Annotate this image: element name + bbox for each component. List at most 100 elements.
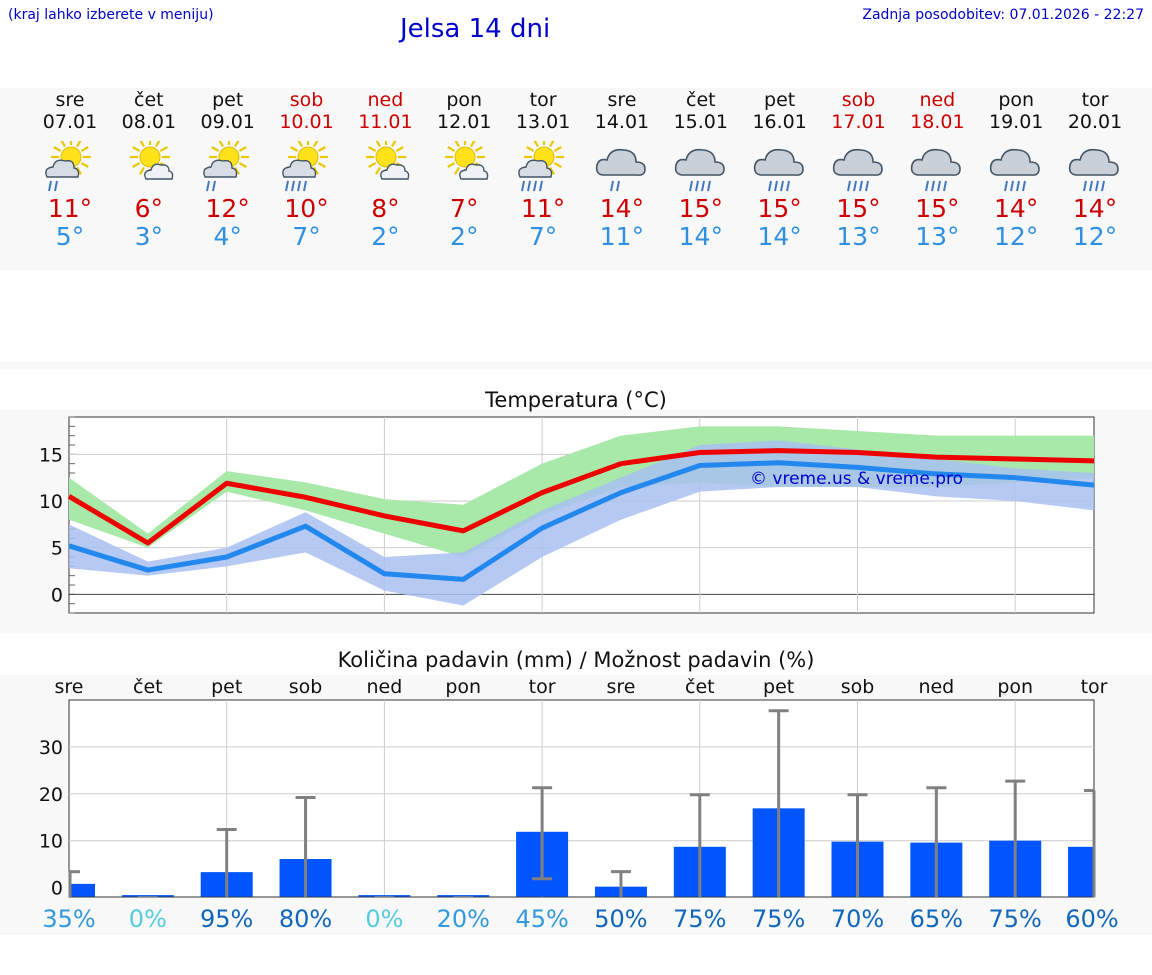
precip-chart-title: Količina padavin (mm) / Možnost padavin … <box>337 648 815 672</box>
max-temp: 7° <box>450 194 479 223</box>
watermark: © vreme.us & vreme.pro <box>750 469 963 489</box>
min-temp: 14° <box>757 222 802 251</box>
precip-bar <box>358 895 411 897</box>
max-temp: 14° <box>994 194 1039 223</box>
day-column: sob 17.01 15° 13° <box>819 88 899 251</box>
x-category-label: tor <box>529 676 556 698</box>
min-temp: 13° <box>915 222 960 251</box>
day-column: tor 20.01 14° 12° <box>1055 88 1135 251</box>
location-menu-hint[interactable]: (kraj lahko izberete v meniju) <box>8 7 214 23</box>
cloud-rain-icon <box>595 148 646 192</box>
day-column: pon 12.01 7° 2° <box>424 88 504 251</box>
day-date: 19.01 <box>988 111 1044 133</box>
precip-probability: 0% <box>365 905 403 933</box>
min-temp: 11° <box>599 222 645 251</box>
last-updated: Zadnja posodobitev: 07.01.2026 - 22:27 <box>862 7 1144 23</box>
day-date: 09.01 <box>200 111 255 133</box>
day-date: 18.01 <box>910 111 965 133</box>
precipitation-chart: 0 10 20 30 sre čet pet sob ned pon tor sre čet pet sob… <box>39 676 1119 933</box>
day-name: pon <box>998 89 1035 111</box>
precip-probability: 50% <box>594 905 647 933</box>
x-category-label: ned <box>367 676 403 698</box>
precip-probability: 35% <box>42 905 95 933</box>
day-name: sre <box>55 89 85 111</box>
day-date: 11.01 <box>358 111 413 133</box>
cloud-heavy-rain-icon <box>911 148 962 192</box>
day-date: 12.01 <box>437 111 492 133</box>
day-name: sob <box>289 89 324 111</box>
max-temp: 14° <box>1072 194 1118 223</box>
max-temp: 12° <box>205 194 250 223</box>
day-name: sre <box>607 89 637 111</box>
day-column: sre 07.01 11° 5° <box>30 88 110 251</box>
y-tick-label: 30 <box>39 737 63 759</box>
x-category-label: sob <box>289 676 323 698</box>
day-column: sre 14.01 14° 11° <box>582 88 662 251</box>
day-name: pet <box>212 89 244 111</box>
day-column: pon 19.01 14° 12° <box>976 88 1056 251</box>
x-category-label: pon <box>445 676 481 698</box>
x-category-label: pon <box>997 676 1033 698</box>
day-name: tor <box>1081 89 1109 111</box>
sun-cloud-icon <box>129 141 174 180</box>
min-temp: 14° <box>678 222 723 251</box>
page-title: Jelsa 14 dni <box>400 14 551 44</box>
x-category-label: pet <box>763 676 794 698</box>
x-category-label: ned <box>918 676 954 698</box>
precip-probability: 75% <box>989 905 1042 933</box>
max-temp-line <box>67 448 1095 546</box>
y-tick-label: 0 <box>51 584 63 606</box>
sun-cloud-icon <box>445 141 489 180</box>
cloud-heavy-rain-icon <box>990 148 1040 192</box>
min-temp-range-band <box>69 440 1095 606</box>
y-tick-label: 10 <box>39 831 63 853</box>
max-temp: 8° <box>371 194 400 223</box>
x-category-label: tor <box>1081 676 1108 698</box>
day-date: 08.01 <box>121 111 177 133</box>
day-name: ned <box>919 89 956 111</box>
y-tick-label: 5 <box>51 538 63 560</box>
max-temp: 15° <box>757 194 802 223</box>
max-temp: 11° <box>47 194 93 223</box>
max-temp: 10° <box>284 194 329 223</box>
min-temp: 12° <box>994 222 1039 251</box>
max-temp: 15° <box>915 194 960 223</box>
temperature-chart: 0 5 10 15 © vreme.us & vreme.pro <box>39 416 1095 614</box>
y-tick-label: 10 <box>39 491 63 513</box>
day-column: ned 18.01 15° 13° <box>897 88 977 251</box>
day-date: 07.01 <box>42 111 98 133</box>
day-date: 16.01 <box>752 111 807 133</box>
sun-cloud-icon <box>366 141 410 180</box>
day-column: pet 09.01 12° 4° <box>188 88 268 251</box>
x-category-label: čet <box>133 676 163 698</box>
min-temp: 2° <box>371 222 400 251</box>
forecast-band <box>0 88 1152 270</box>
separator-band <box>0 362 1152 370</box>
precip-bar <box>1068 846 1094 897</box>
day-date: 15.01 <box>673 111 728 133</box>
y-tick-label: 20 <box>39 784 63 806</box>
min-temp: 2° <box>450 222 479 251</box>
precip-probability: 95% <box>200 905 253 933</box>
precip-probability: 80% <box>279 905 332 933</box>
day-date: 14.01 <box>594 111 650 133</box>
min-temp: 7° <box>292 222 321 251</box>
precip-probability: 0% <box>129 905 167 933</box>
sun-cloud-heavy-rain-icon <box>518 141 565 192</box>
sun-cloud-rain-icon <box>45 141 91 192</box>
day-name: pon <box>446 89 483 111</box>
sun-cloud-rain-icon <box>202 141 249 192</box>
precip-probability: 60% <box>1065 905 1118 933</box>
day-name: tor <box>529 89 557 111</box>
max-temp: 6° <box>134 194 164 223</box>
cloud-heavy-rain-icon <box>753 148 804 192</box>
precip-bar <box>437 895 490 897</box>
day-column: sob 10.01 10° 7° <box>267 88 347 251</box>
min-temp-line <box>68 460 1095 582</box>
min-temp: 5° <box>55 222 85 251</box>
day-date: 17.01 <box>831 111 886 133</box>
day-column: tor 13.01 11° 7° <box>503 88 583 251</box>
daily-forecast-row: sre 07.01 11° 5° čet 08.01 6° 3° pet 09.01 12° 4° so… <box>0 88 1152 268</box>
day-name: sob <box>841 89 876 111</box>
min-temp: 3° <box>134 222 164 251</box>
